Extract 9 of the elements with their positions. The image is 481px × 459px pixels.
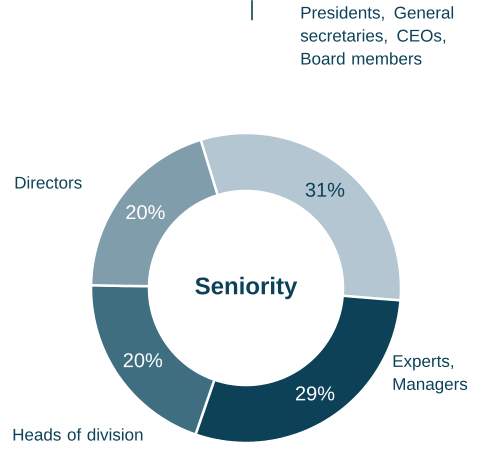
text: Seniority <box>195 276 298 300</box>
slice-label: Presidents, General secretaries, CEOs, Board members <box>300 6 454 65</box>
slice-label: Directors <box>16 176 82 189</box>
data-label: 20% <box>124 353 162 368</box>
slice-label: Heads of division <box>14 428 142 441</box>
data-label: 29% <box>296 386 334 401</box>
data-label: 31% <box>306 182 344 197</box>
data-label: 20% <box>126 205 165 220</box>
slice-label: Experts, Managers <box>394 355 468 394</box>
